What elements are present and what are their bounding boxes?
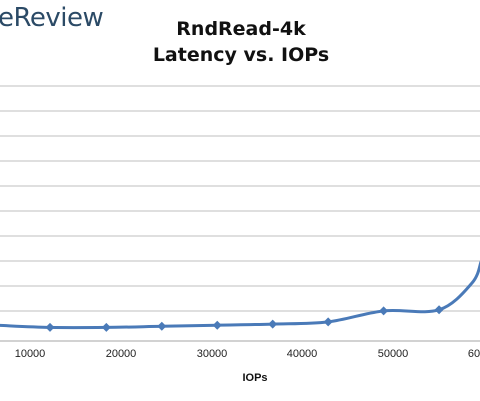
x-tick-label: 30000 bbox=[197, 348, 228, 360]
data-point-markers bbox=[45, 305, 444, 332]
data-point-marker bbox=[157, 321, 167, 331]
x-tick-label: 50000 bbox=[378, 348, 409, 360]
x-tick-labels: 10000 20000 30000 40000 50000 60 bbox=[15, 348, 480, 360]
x-tick-label: 40000 bbox=[287, 348, 318, 360]
series-line bbox=[0, 260, 480, 330]
brand-logo-text: eReview bbox=[0, 3, 104, 33]
x-tick-label: 20000 bbox=[106, 348, 137, 360]
x-tick-label: 60 bbox=[468, 348, 480, 360]
data-point-marker bbox=[379, 306, 389, 316]
data-point-marker bbox=[434, 305, 444, 315]
x-tick-label: 10000 bbox=[15, 348, 46, 360]
data-point-marker bbox=[101, 322, 111, 332]
gridlines bbox=[0, 85, 480, 312]
x-axis-label: IOPs bbox=[242, 372, 267, 384]
data-point-marker bbox=[268, 319, 278, 329]
chart-title-line-2: Latency vs. IOPs bbox=[152, 44, 330, 66]
chart-title-line-1: RndRead-4k bbox=[176, 18, 306, 40]
data-point-marker bbox=[45, 322, 55, 332]
data-point-marker bbox=[323, 317, 333, 327]
data-point-marker bbox=[212, 320, 222, 330]
